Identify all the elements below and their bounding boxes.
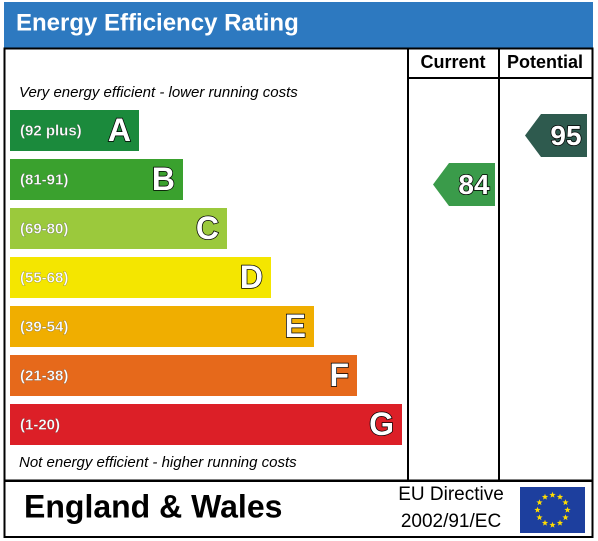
flag-star [564, 506, 571, 513]
band-letter: B [152, 161, 175, 197]
title: Energy Efficiency Rating [16, 9, 299, 36]
band-bar [10, 404, 402, 445]
column-header: Current [420, 52, 485, 72]
flag-star [562, 499, 569, 506]
band-bar [10, 257, 271, 298]
directive: EU Directive [398, 484, 504, 505]
flag-star [556, 493, 564, 500]
column-header: Potential [507, 52, 583, 72]
bottom-note: Not energy efficient - higher running co… [19, 454, 297, 471]
flag-star [556, 519, 564, 526]
band-range: (55-68) [20, 269, 68, 286]
region: England & Wales [24, 488, 282, 524]
directive: 2002/91/EC [401, 511, 501, 532]
band-letter: E [285, 308, 306, 344]
band-letter: A [108, 112, 131, 148]
band-letter: F [329, 357, 349, 393]
footer-frame [3, 480, 594, 538]
rating-arrow [433, 163, 495, 206]
band-bar [10, 355, 357, 396]
flag-star [534, 506, 541, 513]
flag-star [549, 491, 556, 498]
flag-star [536, 499, 543, 506]
band-bar [10, 306, 314, 347]
band-letter: D [240, 259, 263, 295]
band-bar [10, 208, 227, 249]
band-letter: C [196, 210, 219, 246]
band-range: (39-54) [20, 318, 68, 335]
band-range: (21-38) [20, 367, 68, 384]
band-range: (92 plus) [20, 122, 82, 139]
band-letter: G [369, 406, 394, 442]
rating-value: 95 [550, 120, 581, 151]
flag-star [541, 519, 549, 526]
band-range: (81-91) [20, 171, 68, 188]
band-range: (1-20) [20, 416, 60, 433]
eu-flag [520, 487, 585, 533]
rating-arrow [525, 114, 587, 157]
band-bar [10, 110, 139, 151]
title-bar [4, 2, 593, 48]
band-range: (69-80) [20, 220, 68, 237]
flag-star [536, 514, 543, 521]
band-bar [10, 159, 183, 200]
flag-star [541, 493, 549, 500]
rating-value: 84 [458, 169, 490, 200]
flag-star [549, 521, 556, 528]
top-note: Very energy efficient - lower running co… [19, 84, 298, 101]
flag-star [562, 514, 569, 521]
